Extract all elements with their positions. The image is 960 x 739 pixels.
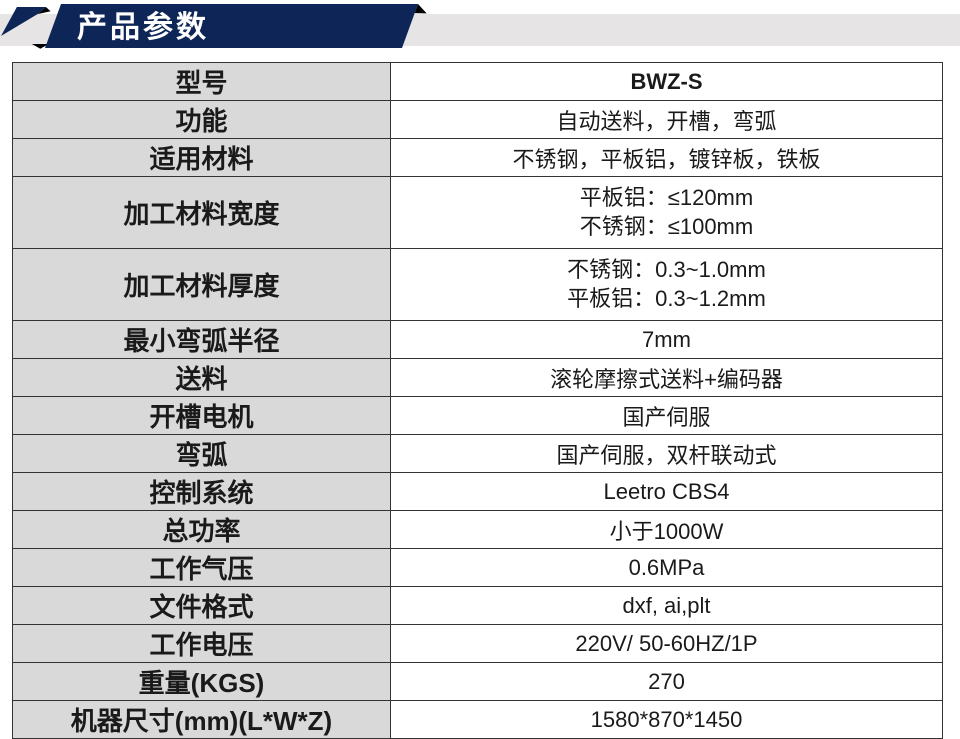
svg-text:产品参数: 产品参数 (77, 11, 209, 44)
